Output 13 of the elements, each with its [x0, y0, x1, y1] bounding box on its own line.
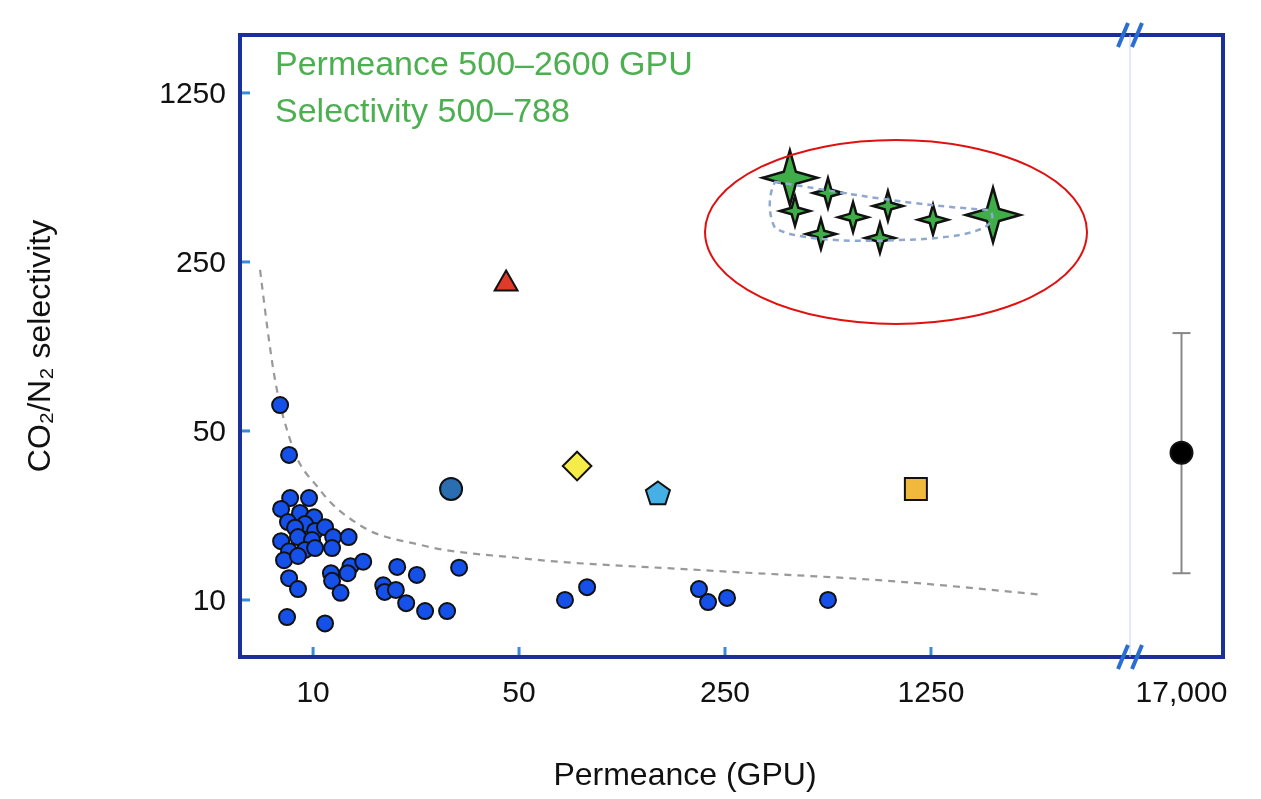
annotation: Permeance 500–2600 GPU [275, 44, 693, 82]
x-axis-title: Permeance (GPU) [553, 756, 817, 792]
x-tick-label: 1250 [897, 675, 965, 708]
x-tick-label: 17,000 [1135, 675, 1228, 708]
y-tick-label: 250 [175, 245, 226, 279]
y-tick-label: 1250 [159, 76, 226, 110]
y-tick-label: 50 [192, 414, 226, 448]
x-tick-label: 250 [699, 675, 751, 708]
annotation: Selectivity 500–788 [275, 91, 570, 129]
x-tick-label: 10 [296, 675, 330, 708]
x-tick-label: 50 [502, 675, 536, 708]
y-tick-label: 10 [192, 583, 226, 617]
y-axis-title: CO₂/N₂ selectivity [21, 219, 57, 473]
